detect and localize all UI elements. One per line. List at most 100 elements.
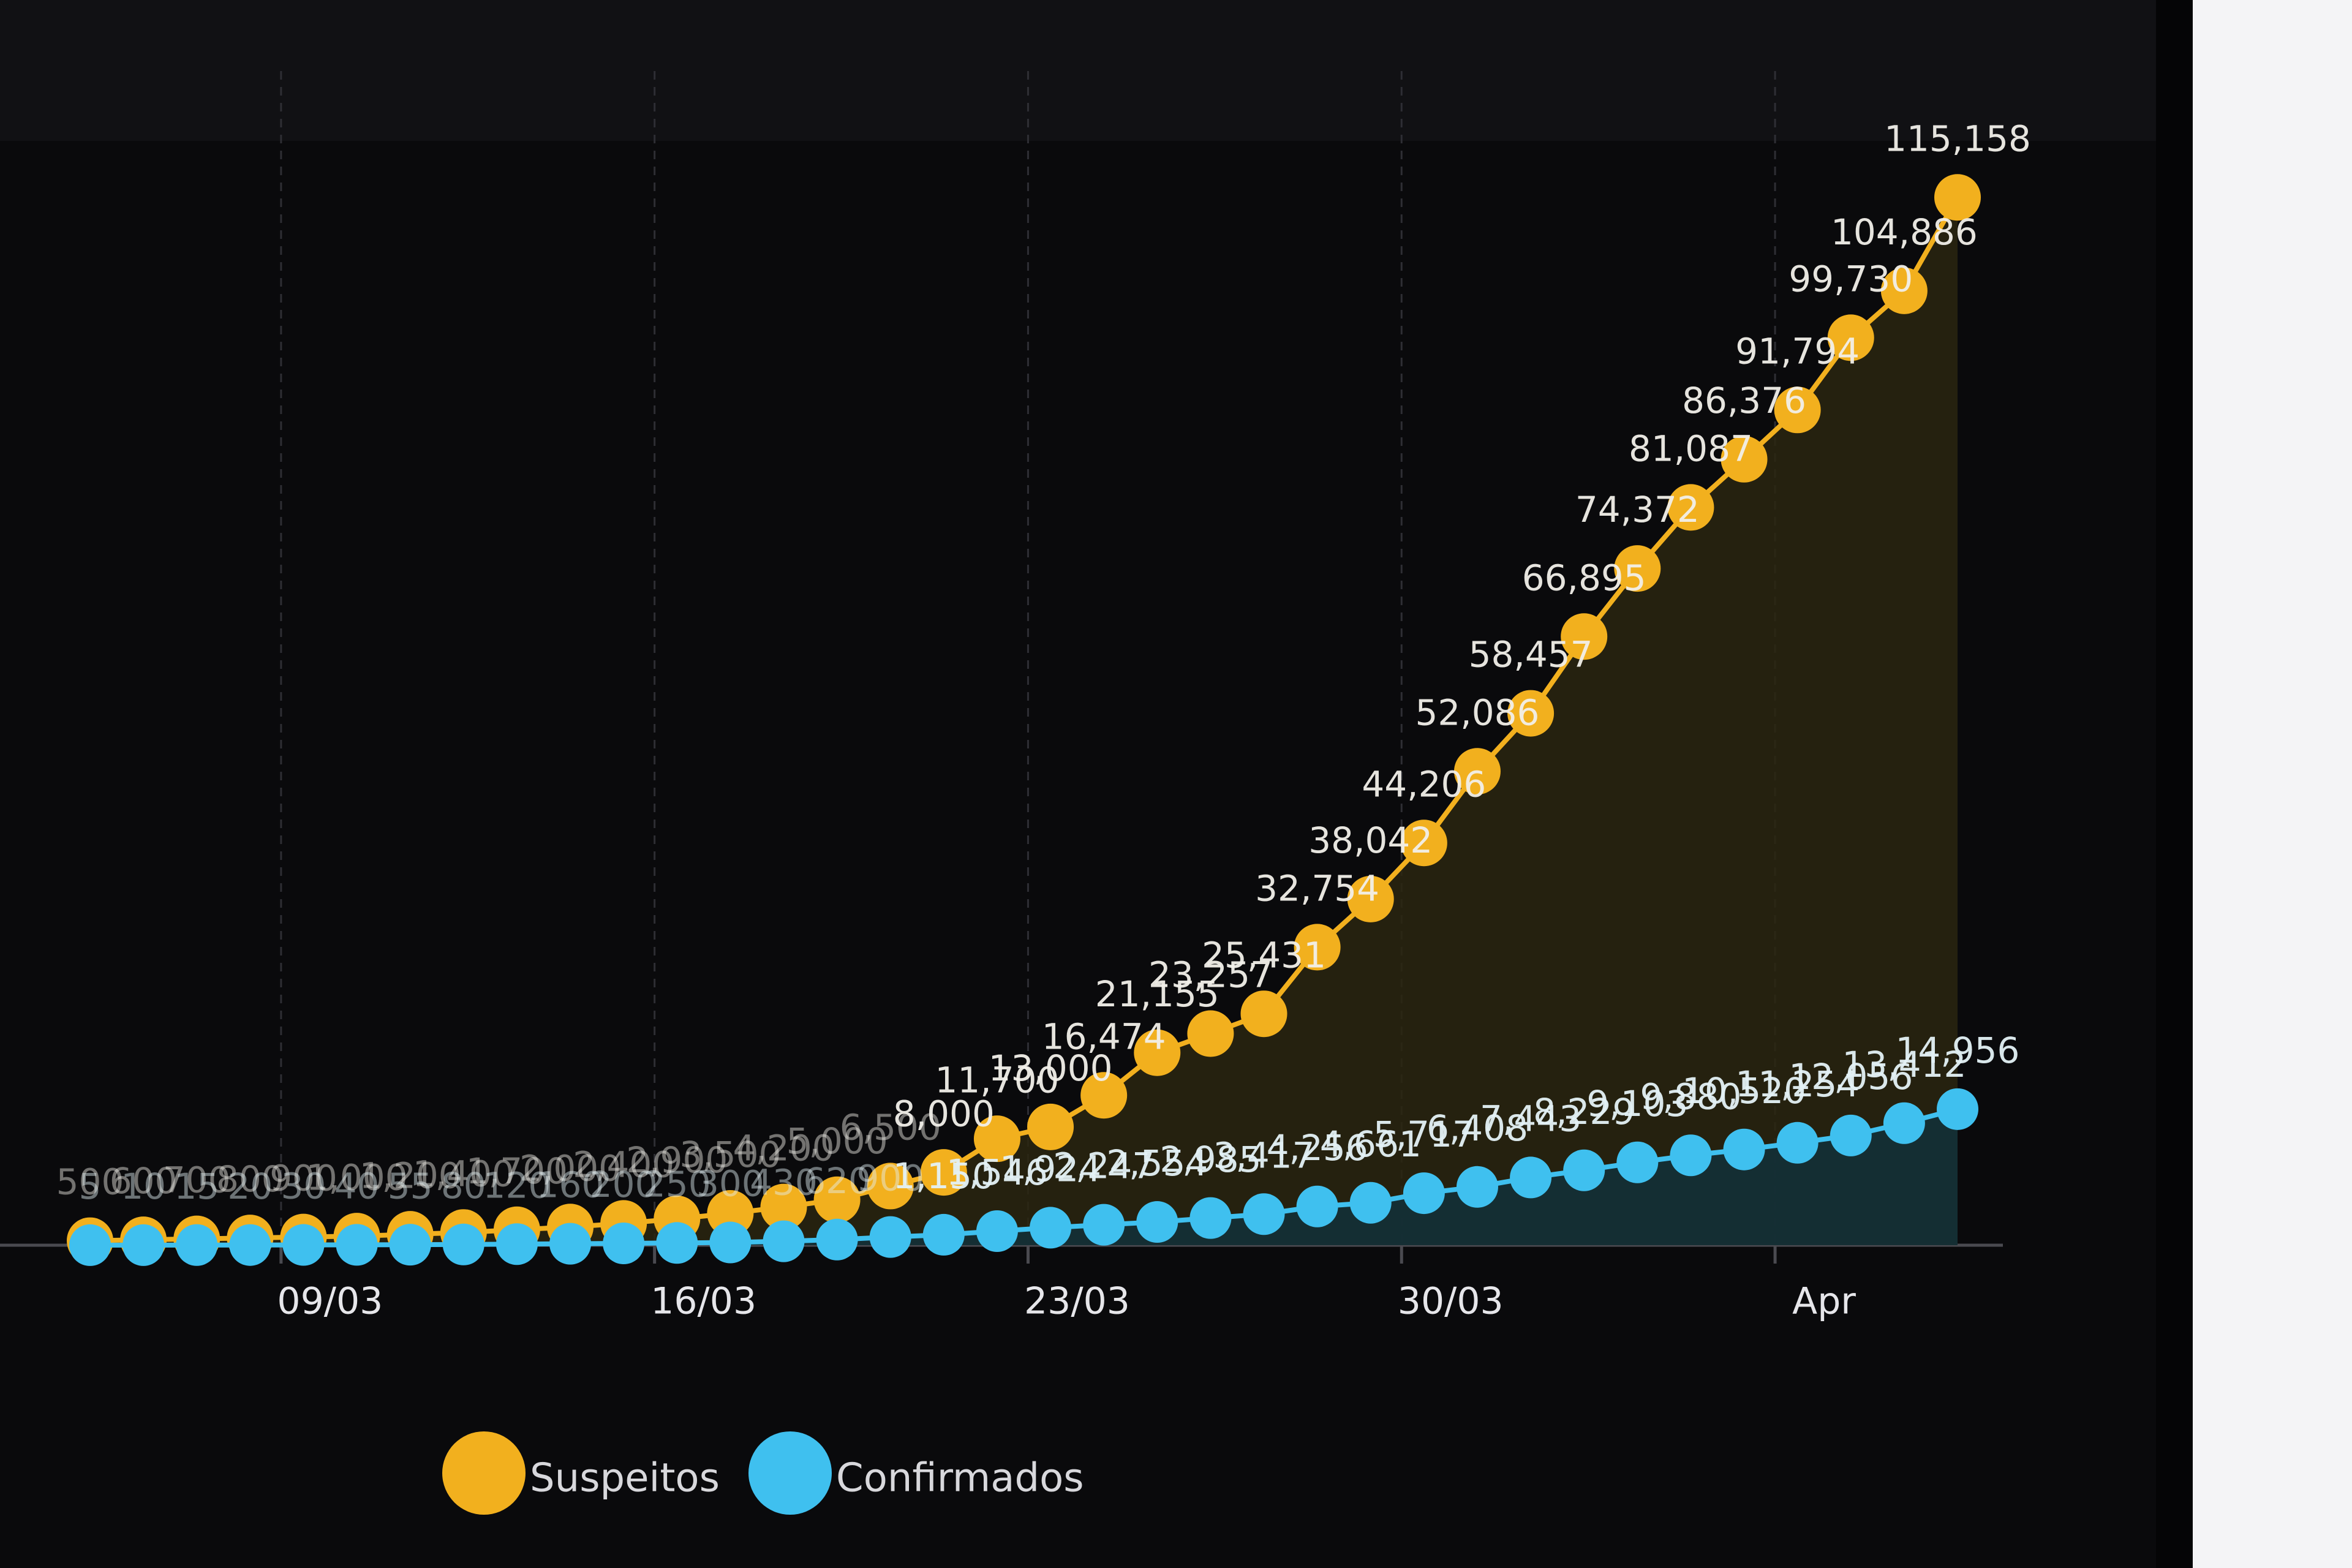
data-point <box>922 1213 965 1256</box>
data-label: 250 <box>643 1163 711 1205</box>
data-point <box>1294 924 1341 971</box>
data-point <box>1667 484 1714 531</box>
data-label: 2,900 <box>626 1139 728 1181</box>
data-point <box>176 1224 218 1266</box>
data-label: 99,730 <box>1789 258 1913 300</box>
data-point <box>1243 1193 1285 1235</box>
data-label: 81,087 <box>1629 428 1753 469</box>
data-point <box>1723 1128 1765 1170</box>
data-label: 52,086 <box>1415 692 1539 733</box>
data-label: 5 <box>79 1166 102 1207</box>
data-label: 1,150 <box>893 1155 995 1197</box>
legend-swatch[interactable] <box>442 1431 526 1515</box>
legend-label: Confirmados <box>836 1456 1084 1501</box>
data-label: 600 <box>110 1160 178 1202</box>
data-label: 2,247 <box>1053 1145 1155 1187</box>
data-label: 86,376 <box>1682 380 1806 421</box>
data-label: 4,200 <box>733 1128 834 1169</box>
data-label: 300 <box>696 1163 764 1205</box>
data-point <box>816 1218 858 1261</box>
data-label: 1,400 <box>413 1153 514 1194</box>
data-point <box>709 1221 752 1264</box>
data-point <box>549 1223 592 1265</box>
data-label: 7,443 <box>1480 1098 1581 1140</box>
data-point <box>813 1176 861 1223</box>
data-label: 2,000 <box>519 1147 621 1189</box>
data-point <box>869 1216 911 1258</box>
data-point <box>1883 1102 1925 1144</box>
data-label: 104,886 <box>1831 211 1978 253</box>
data-label: 30 <box>281 1166 326 1207</box>
x-tick-label: 23/03 <box>1024 1280 1130 1323</box>
data-label: 620 <box>803 1160 871 1202</box>
data-point <box>69 1224 111 1266</box>
data-label: 1,000 <box>306 1156 408 1198</box>
data-label: 74,372 <box>1575 489 1700 530</box>
data-point <box>389 1224 431 1266</box>
legend-swatch[interactable] <box>748 1431 832 1515</box>
screen-header <box>0 0 2193 141</box>
data-point <box>442 1223 484 1265</box>
data-label: 20 <box>227 1166 273 1207</box>
data-label: 1,200 <box>360 1155 461 1196</box>
data-point <box>282 1224 325 1266</box>
data-label: 200 <box>590 1164 658 1205</box>
data-point <box>656 1222 698 1264</box>
data-point <box>1083 1204 1125 1246</box>
data-label: 55 <box>388 1165 433 1207</box>
data-point <box>763 1220 805 1262</box>
data-label: 8,229 <box>1533 1091 1635 1133</box>
x-tick-label: 09/03 <box>277 1280 383 1323</box>
data-point <box>1670 1134 1712 1177</box>
data-label: 430 <box>750 1162 818 1204</box>
data-label: 3,500 <box>679 1134 781 1175</box>
data-label: 160 <box>537 1164 605 1206</box>
data-label: 32,754 <box>1255 868 1379 910</box>
data-label: 2,554 <box>1106 1142 1208 1184</box>
data-point <box>867 1163 914 1210</box>
background-wall <box>2193 0 2352 1568</box>
data-point <box>1721 435 1768 483</box>
data-label: 900 <box>856 1158 924 1199</box>
data-point <box>1614 545 1661 592</box>
data-point <box>336 1224 378 1266</box>
data-label: 44,206 <box>1362 763 1486 805</box>
data-point <box>1296 1185 1338 1227</box>
data-label: 4,256 <box>1267 1127 1368 1169</box>
data-label: 700 <box>163 1159 231 1201</box>
data-label: 66,895 <box>1522 557 1646 598</box>
data-point <box>1934 174 1981 221</box>
data-label: 23,257 <box>1148 954 1273 996</box>
data-label: 6,500 <box>840 1107 941 1148</box>
screen-bezel <box>2156 0 2193 1568</box>
data-label: 21,155 <box>1095 973 1219 1015</box>
data-label: 12,056 <box>1789 1056 1913 1098</box>
data-label: 14,956 <box>1896 1030 2020 1071</box>
data-label: 115,158 <box>1884 118 2031 159</box>
data-label: 25,431 <box>1202 934 1326 976</box>
data-label: 58,457 <box>1469 634 1593 676</box>
data-point <box>973 1115 1020 1163</box>
data-point <box>1136 1201 1178 1243</box>
data-point <box>229 1224 271 1266</box>
data-point <box>1937 1088 1978 1130</box>
data-label: 900 <box>270 1158 337 1199</box>
data-label: 40 <box>334 1166 380 1207</box>
data-label: 4,661 <box>1320 1123 1422 1165</box>
data-point <box>1400 820 1447 867</box>
area-fill <box>90 1109 1958 1245</box>
data-point <box>1403 1172 1445 1215</box>
data-label: 8,000 <box>893 1093 995 1134</box>
data-label: 800 <box>216 1158 284 1200</box>
data-point <box>1616 1141 1659 1183</box>
data-label: 120 <box>483 1164 551 1206</box>
data-label: 10 <box>121 1166 166 1207</box>
data-label: 80 <box>441 1165 486 1207</box>
data-label: 9,103 <box>1586 1083 1688 1125</box>
data-point <box>1827 314 1874 361</box>
data-point <box>1776 1121 1819 1164</box>
data-label: 13,000 <box>989 1047 1113 1089</box>
data-label: 9,880 <box>1640 1076 1741 1117</box>
data-label: 5,717 <box>1373 1114 1475 1155</box>
